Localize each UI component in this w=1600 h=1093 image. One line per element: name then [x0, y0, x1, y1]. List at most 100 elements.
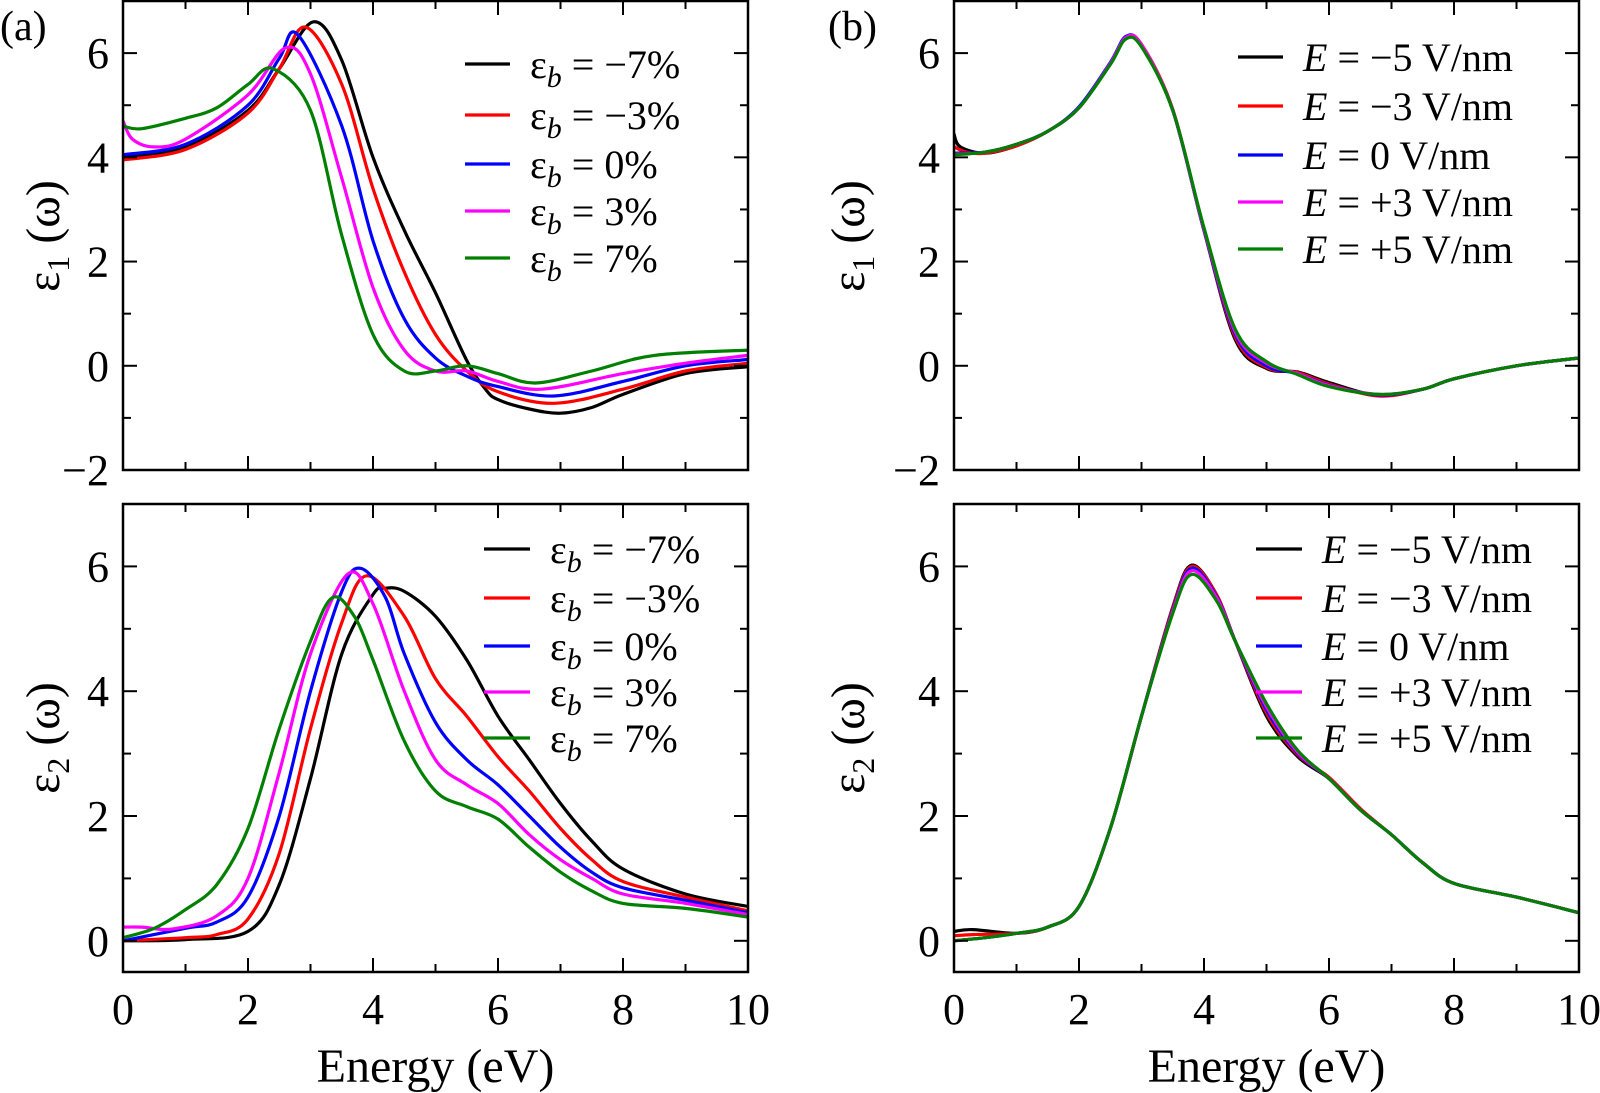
legend-item-1: εb = −7%: [465, 42, 680, 94]
legend-label: εb = −7%: [530, 42, 680, 94]
curves: [954, 33, 1579, 398]
series-line-2: [123, 25, 748, 405]
legend-label: εb = −7%: [550, 527, 700, 579]
series-line-4: [123, 570, 748, 932]
y-tick-label: −2: [893, 446, 940, 495]
series-line-3: [123, 566, 748, 943]
legend-label: εb = 7%: [550, 716, 678, 768]
y-label-symbol: ε: [17, 272, 70, 292]
series-line-5: [954, 572, 1579, 943]
legend-symbol: E: [1302, 35, 1327, 80]
x-tick-label: 4: [1193, 985, 1215, 1034]
legend-item-3: εb = 0%: [465, 142, 658, 194]
x-tick-label: 6: [487, 985, 509, 1034]
legend: εb = −7%εb = −3%εb = 0% ε b = 3%εb = 7%: [484, 527, 700, 768]
x-tick-label: 10: [726, 985, 770, 1034]
legend-symbol: E: [1302, 133, 1327, 178]
y-label-subscript: 1: [845, 256, 881, 272]
legend-symbol: ε: [530, 142, 547, 187]
curves: [123, 20, 748, 415]
curves: [954, 563, 1579, 943]
legend-subscript: b: [547, 161, 562, 194]
y-tick-label: 4: [87, 133, 109, 182]
x-tick-label: 2: [237, 985, 259, 1034]
legend-rest: = 0 V/nm: [1327, 133, 1490, 178]
legend-rest: = +3 V/nm: [1327, 180, 1513, 225]
y-label-symbol: ε: [17, 774, 70, 794]
legend-rest: = 7%: [562, 236, 658, 281]
legend-subscript: b: [547, 112, 562, 145]
y-tick-label: 4: [918, 133, 940, 182]
legend-rest: = −5 V/nm: [1346, 527, 1532, 572]
legend-item-5: E = +5 V/nm: [1238, 227, 1513, 272]
legend-item-3: εb = 0%: [484, 624, 678, 676]
x-tick-label: 8: [612, 985, 634, 1034]
legend-item-5: εb = 7%: [484, 716, 678, 768]
series-line-4: [123, 45, 748, 391]
y-label-rest: (ω): [822, 180, 875, 256]
legend-label: E = +5 V/nm: [1302, 227, 1513, 272]
legend-item-5: εb = 7%: [465, 236, 658, 288]
legend-item-2: εb = −3%: [465, 93, 680, 145]
y-tick-label: 4: [87, 667, 109, 716]
legend-label: E = −5 V/nm: [1302, 35, 1513, 80]
legend-symbol: E: [1321, 670, 1346, 715]
legend-rest: = −7%: [562, 42, 680, 87]
legend-subscript: b: [547, 61, 562, 94]
axes-frame: [952, 0, 1581, 472]
legend: E = −5 V/nmE = −3 V/nmE = 0 V/nmE = +3 V…: [1256, 527, 1532, 761]
legend-rest: = 3%: [582, 670, 678, 715]
axes-frame: [121, 502, 750, 974]
legend-item-1: εb = −7%: [484, 527, 700, 579]
y-axis-label: ε1 (ω): [822, 180, 881, 292]
y-label-rest: (ω): [17, 682, 70, 758]
y-tick-label: 0: [918, 342, 940, 391]
legend-symbol: ε: [530, 93, 547, 138]
y-tick-label: 0: [87, 342, 109, 391]
legend-rest: = −3%: [582, 576, 700, 621]
legend-symbol: ε: [550, 716, 567, 761]
legend-symbol: E: [1321, 576, 1346, 621]
legend-label: E = 0 V/nm: [1302, 133, 1490, 178]
legend-label: E = −3 V/nm: [1302, 84, 1513, 129]
x-tick-label: 2: [1068, 985, 1090, 1034]
legend-rest: = +5 V/nm: [1346, 716, 1532, 761]
legend-item-1: E = −5 V/nm: [1256, 527, 1532, 572]
curves: [123, 566, 748, 943]
legend-label: εb = −3%: [530, 93, 680, 145]
axes-frame: [121, 0, 750, 472]
x-axis-label: Energy (eV): [317, 1040, 555, 1093]
legend-rest: = −3 V/nm: [1346, 576, 1532, 621]
y-tick-label: −2: [62, 446, 109, 495]
series-line-2: [123, 574, 748, 943]
legend-symbol: E: [1321, 624, 1346, 669]
y-label-rest: (ω): [17, 180, 70, 256]
y-tick-label: 2: [87, 792, 109, 841]
legend-item-2: εb = −3%: [484, 576, 700, 628]
legend-item-4: E = +3 V/nm: [1256, 670, 1532, 715]
legend-label: E = −3 V/nm: [1321, 576, 1532, 621]
series-line-5: [123, 595, 748, 940]
legend-rest: = −7%: [582, 527, 700, 572]
y-tick-label: 0: [87, 917, 109, 966]
series-line-3: [123, 30, 748, 398]
axes-frame: [952, 502, 1581, 974]
y-tick-label: 2: [918, 792, 940, 841]
legend-rest: = −3 V/nm: [1327, 84, 1513, 129]
legend-symbol: ε: [530, 189, 547, 234]
x-tick-label: 0: [112, 985, 134, 1034]
y-tick-label: 4: [918, 667, 940, 716]
y-tick-label: 6: [918, 542, 940, 591]
legend-item-1: E = −5 V/nm: [1238, 35, 1513, 80]
x-tick-label: 10: [1557, 985, 1600, 1034]
y-label-symbol: ε: [822, 272, 875, 292]
legend-subscript: b: [567, 546, 582, 579]
legend-symbol: E: [1302, 227, 1327, 272]
panel-label: (b): [828, 4, 877, 50]
series-line-5: [123, 66, 748, 385]
legend-rest: = −5 V/nm: [1327, 35, 1513, 80]
